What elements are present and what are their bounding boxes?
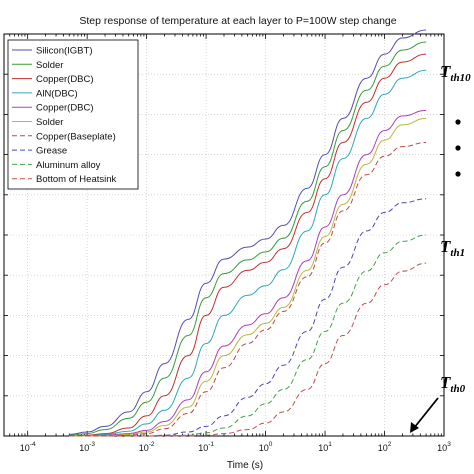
x-tick-label: 100 — [259, 441, 273, 453]
x-tick-label: 10-4 — [20, 441, 36, 453]
ellipsis-dot — [455, 145, 461, 151]
series-line-1 — [69, 29, 427, 435]
legend-label: Solder — [36, 117, 63, 128]
annotation-arrowhead — [410, 422, 419, 433]
series-line-5 — [69, 109, 427, 437]
x-tick-label: 10-1 — [198, 441, 214, 453]
x-tick-label: 102 — [378, 441, 392, 453]
x-tick-label: 101 — [318, 441, 332, 453]
series-line-4 — [69, 69, 427, 437]
series-line-6 — [69, 117, 427, 437]
annotation-label-th1: Tth1 — [440, 237, 465, 259]
legend-label: Aluminum alloy — [36, 160, 101, 171]
x-tick-label: 10-2 — [139, 441, 155, 453]
x-tick-label: 103 — [437, 441, 451, 453]
legend: Silicon(IGBT) Solder Copper(DBC) AlN(DBC) Co… — [7, 39, 139, 190]
ellipsis-dot — [455, 119, 461, 125]
legend-label: Copper(Baseplate) — [36, 131, 116, 142]
annotation-label-th10: Tth10 — [440, 62, 471, 84]
annotations: Tth10 Tth1 Tth0 — [410, 62, 471, 433]
series-line-9 — [69, 234, 427, 437]
x-ticks: 10-4 10-3 10-2 10-1 100 101 102 103 — [3, 34, 451, 453]
legend-label: Solder — [36, 60, 63, 71]
series-lines — [69, 29, 427, 437]
ellipsis-dots — [455, 119, 461, 177]
series-line-7 — [69, 142, 427, 437]
legend-label: Silicon(IGBT) — [36, 46, 92, 57]
series-line-10 — [69, 262, 427, 437]
annotation-arrow — [413, 397, 439, 429]
series-line-3 — [69, 53, 427, 437]
y-ticks — [4, 33, 444, 437]
grid — [4, 34, 444, 436]
x-axis-label: Time (s) — [227, 460, 263, 471]
x-tick-label: 10-3 — [79, 441, 95, 453]
legend-label: Bottom of Heatsink — [36, 174, 117, 185]
annotation-label-th0: Tth0 — [440, 373, 466, 395]
chart-title: Step response of temperature at each lay… — [79, 15, 396, 27]
series-line-2 — [69, 41, 427, 436]
series-line-8 — [69, 198, 427, 437]
legend-label: Copper(DBC) — [36, 74, 94, 85]
legend-label: Copper(DBC) — [36, 103, 94, 114]
legend-label: Grease — [36, 146, 67, 157]
legend-label: AlN(DBC) — [36, 88, 78, 99]
ellipsis-dot — [455, 171, 461, 177]
